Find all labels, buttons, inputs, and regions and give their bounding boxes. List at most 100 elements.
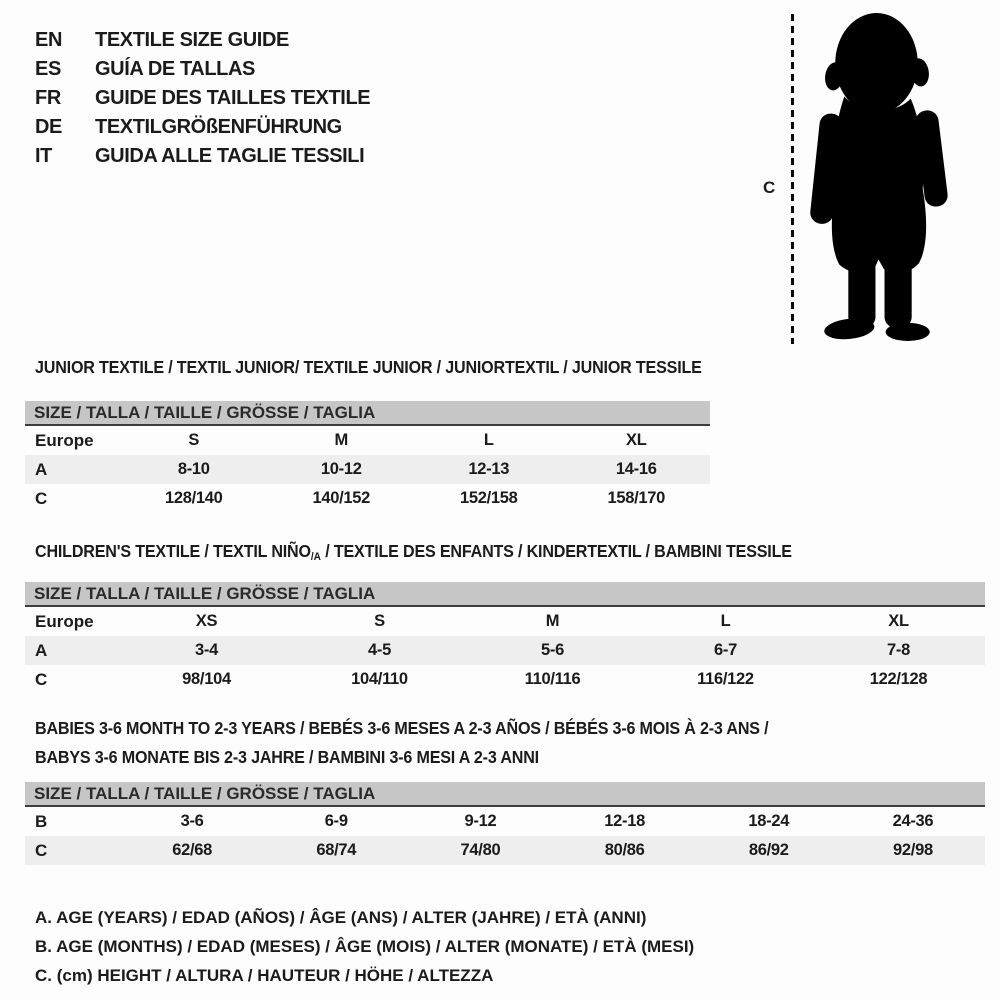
section-title-text: CHILDREN'S TEXTILE / TEXTIL NIÑO/A / TEX… (35, 540, 792, 569)
table-cell: 7-8 (887, 641, 910, 659)
table-cell: 6-9 (324, 812, 348, 830)
table-cell: 104/110 (351, 670, 408, 688)
table-row: C 62/68 68/74 74/80 80/86 86/92 92/98 (25, 836, 985, 865)
section-title-post: / TEXTILE DES ENFANTS / KINDERTEXTIL / B… (320, 541, 792, 561)
section-title-sub: /A (310, 551, 321, 563)
size-header-text: SIZE / TALLA / TAILLE / GRÖSSE / TAGLIA (34, 784, 376, 803)
section-childrens-textile: CHILDREN'S TEXTILE / TEXTIL NIÑO/A / TEX… (25, 540, 985, 694)
language-label: GUIDA ALLE TAGLIE TESSILI (95, 145, 365, 167)
table-row: A 8-10 10-12 12-13 14-16 (25, 455, 710, 484)
section-title: CHILDREN'S TEXTILE / TEXTIL NIÑO/A / TEX… (35, 540, 985, 569)
table-cell: 86/92 (748, 841, 789, 859)
row-label: A (35, 459, 48, 479)
language-label: TEXTILGRÖßENFÜHRUNG (95, 116, 342, 138)
legend: A. AGE (YEARS) / EDAD (AÑOS) / ÂGE (ANS)… (35, 903, 985, 990)
size-header-text: SIZE / TALLA / TAILLE / GRÖSSE / TAGLIA (34, 403, 376, 422)
language-row: IT GUIDA ALLE TAGLIE TESSILI (35, 142, 370, 171)
table-cell: 140/152 (312, 489, 371, 507)
table-cell: 3-4 (195, 641, 218, 659)
legend-line-c: C. (cm) HEIGHT / ALTURA / HAUTEUR / HÖHE… (35, 966, 494, 985)
section-title-line2: BABYS 3-6 MONATE BIS 2-3 JAHRE / BAMBINI… (35, 747, 539, 767)
language-code: DE (35, 116, 62, 138)
size-header-text: SIZE / TALLA / TAILLE / GRÖSSE / TAGLIA (34, 584, 376, 603)
language-row: EN TEXTILE SIZE GUIDE (35, 26, 370, 55)
table-cell: XL (626, 431, 647, 449)
table-row: Europe XS S M L XL (25, 607, 985, 636)
table-cell: L (720, 612, 731, 630)
legend-line-a: A. AGE (YEARS) / EDAD (AÑOS) / ÂGE (ANS)… (35, 908, 647, 927)
table-cell: 12-18 (604, 812, 645, 830)
language-row: FR GUIDE DES TAILLES TEXTILE (35, 84, 371, 113)
language-label: GUÍA DE TALLAS (95, 58, 255, 80)
table-cell: 92/98 (893, 841, 933, 859)
table-cell: S (374, 612, 385, 630)
row-label: C (35, 488, 48, 508)
table-cell: XS (195, 612, 218, 630)
size-table-babies: SIZE / TALLA / TAILLE / GRÖSSE / TAGLIA … (25, 782, 985, 865)
table-cell: 158/170 (607, 489, 666, 507)
row-label: A (35, 640, 48, 660)
table-cell: 116/122 (697, 670, 754, 688)
table-cell: 128/140 (164, 489, 223, 507)
size-header-bar: SIZE / TALLA / TAILLE / GRÖSSE / TAGLIA (25, 401, 710, 426)
table-row: A 3-4 4-5 5-6 6-7 7-8 (25, 636, 985, 665)
size-table-children: SIZE / TALLA / TAILLE / GRÖSSE / TAGLIA … (25, 582, 985, 694)
language-code: FR (35, 87, 61, 109)
table-cell: 18-24 (748, 812, 790, 830)
language-code: IT (35, 145, 52, 167)
language-code: EN (35, 29, 62, 51)
language-list: EN TEXTILE SIZE GUIDE ES GUÍA DE TALLAS … (35, 26, 371, 171)
language-row: ES GUÍA DE TALLAS (35, 55, 370, 84)
size-guide-sections: JUNIOR TEXTILE / TEXTIL JUNIOR/ TEXTILE … (25, 356, 985, 990)
legend-line-b: B. AGE (MONTHS) / EDAD (MESES) / ÂGE (MO… (35, 937, 695, 956)
table-cell: 74/80 (460, 841, 501, 859)
table-cell: 4-5 (368, 641, 391, 659)
table-cell: 68/74 (316, 841, 357, 859)
table-cell: 152/158 (459, 489, 518, 507)
table-cell: 62/68 (172, 841, 212, 859)
section-title: BABIES 3-6 MONTH TO 2-3 YEARS / BEBÉS 3-… (35, 714, 985, 772)
size-table-junior: SIZE / TALLA / TAILLE / GRÖSSE / TAGLIA … (25, 401, 710, 513)
size-header-bar: SIZE / TALLA / TAILLE / GRÖSSE / TAGLIA (25, 582, 985, 607)
language-label: TEXTILE SIZE GUIDE (95, 29, 289, 51)
table-row: C 98/104 104/110 110/116 116/122 122/128 (25, 665, 985, 694)
size-header-bar: SIZE / TALLA / TAILLE / GRÖSSE / TAGLIA (25, 782, 985, 807)
table-cell: 110/116 (524, 670, 581, 688)
table-cell: 14-16 (615, 460, 657, 478)
language-label: GUIDE DES TAILLES TEXTILE (95, 87, 371, 109)
row-label: Europe (35, 430, 94, 450)
table-cell: XL (888, 612, 909, 630)
table-cell: L (483, 431, 494, 449)
language-row: DE TEXTILGRÖßENFÜHRUNG (35, 113, 370, 142)
table-cell: 122/128 (869, 670, 928, 688)
row-label: C (35, 840, 48, 860)
table-cell: 5-6 (541, 641, 564, 659)
table-cell: 12-13 (468, 460, 510, 478)
row-label: C (35, 669, 48, 689)
table-cell: 9-12 (464, 812, 497, 830)
table-row: B 3-6 6-9 9-12 12-18 18-24 24-36 (25, 807, 985, 836)
table-cell: 24-36 (892, 812, 934, 830)
table-cell: 98/104 (182, 670, 231, 688)
section-babies-textile: BABIES 3-6 MONTH TO 2-3 YEARS / BEBÉS 3-… (25, 714, 985, 865)
section-title-pre: CHILDREN'S TEXTILE / TEXTIL NIÑO (35, 541, 311, 561)
section-junior-textile: JUNIOR TEXTILE / TEXTIL JUNIOR/ TEXTILE … (25, 356, 985, 513)
section-title-text: JUNIOR TEXTILE / TEXTIL JUNIOR/ TEXTILE … (35, 357, 702, 377)
table-cell: 8-10 (177, 460, 210, 478)
language-code: ES (35, 58, 61, 80)
height-measure-label: C (763, 178, 776, 197)
table-cell: 10-12 (320, 460, 362, 478)
table-cell: S (188, 431, 200, 449)
table-cell: 80/86 (604, 841, 645, 859)
baby-silhouette-icon (810, 13, 948, 341)
row-label: Europe (35, 611, 94, 631)
section-title: JUNIOR TEXTILE / TEXTIL JUNIOR/ TEXTILE … (35, 356, 985, 379)
height-measure-line (791, 14, 794, 344)
section-title-line1: BABIES 3-6 MONTH TO 2-3 YEARS / BEBÉS 3-… (35, 718, 769, 738)
table-cell: 3-6 (180, 812, 204, 830)
table-cell: M (545, 612, 560, 630)
table-row: C 128/140 140/152 152/158 158/170 (25, 484, 710, 513)
table-cell: M (334, 431, 349, 449)
table-cell: 6-7 (714, 641, 737, 659)
row-label: B (35, 811, 48, 831)
